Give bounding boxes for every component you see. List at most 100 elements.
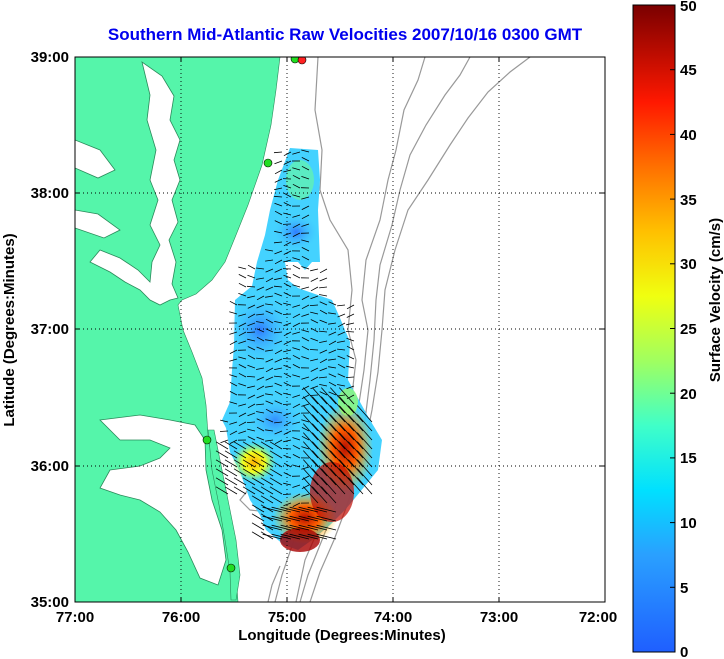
velocity-vector <box>303 441 319 459</box>
velocity-vector <box>316 506 337 513</box>
velocity-vector <box>283 382 292 387</box>
velocity-vector <box>246 331 256 333</box>
velocity-vector <box>337 331 346 336</box>
station-marker <box>263 158 273 168</box>
velocity-vector <box>303 405 319 423</box>
velocity-vector <box>289 524 310 531</box>
velocity-vector <box>292 364 301 369</box>
x-tick-label: 72:00 <box>579 609 617 626</box>
velocity-vector <box>238 274 247 279</box>
x-tick-label: 73:00 <box>480 609 518 626</box>
velocity-vector <box>292 403 301 409</box>
colorbar-tick-label: 10 <box>680 515 697 532</box>
velocity-vector <box>238 313 247 317</box>
station-marker <box>297 57 307 65</box>
velocity-vector <box>274 321 283 324</box>
velocity-vector <box>238 340 247 344</box>
velocity-vector <box>310 311 319 315</box>
velocity-vector <box>283 302 292 306</box>
velocity-vector <box>319 301 328 306</box>
velocity-vector <box>283 372 292 378</box>
velocity-vector <box>339 450 355 468</box>
velocity-vector <box>229 331 238 335</box>
velocity-vector <box>321 468 337 486</box>
velocity-vector <box>312 450 328 468</box>
velocity-vector <box>357 477 373 495</box>
velocity-vector <box>251 459 265 468</box>
map-plot-area <box>75 57 605 602</box>
velocity-vector <box>265 303 274 306</box>
velocity-vector <box>301 376 310 380</box>
velocity-vector <box>273 151 283 154</box>
velocity-vector <box>265 408 274 414</box>
velocity-vector <box>238 331 247 337</box>
velocity-vector <box>260 486 274 495</box>
velocity-vector <box>274 202 283 207</box>
velocity-vector <box>256 336 265 342</box>
velocity-vector <box>247 385 256 389</box>
velocity-vector <box>339 387 355 405</box>
velocity-vector <box>283 241 292 247</box>
velocity-vector <box>283 412 292 417</box>
velocity-vector <box>274 292 283 297</box>
velocity-vector <box>280 515 301 522</box>
velocity-vector <box>301 214 310 220</box>
colorbar-tick-label: 0 <box>680 644 688 659</box>
velocity-vector <box>242 459 256 468</box>
velocity-vector <box>256 403 265 406</box>
velocity-vector <box>312 396 328 414</box>
velocity-vector <box>292 454 301 459</box>
velocity-vector <box>269 495 283 504</box>
colorbar-tick-label: 45 <box>680 62 697 79</box>
x-tick-label: 74:00 <box>374 609 412 626</box>
grid-lines <box>75 57 605 602</box>
velocity-vector <box>233 450 247 459</box>
velocity-vector <box>256 328 265 333</box>
velocity-vector <box>283 472 292 477</box>
velocity-vector <box>301 255 310 261</box>
velocity-vector <box>262 533 283 540</box>
velocity-vector <box>271 533 292 540</box>
velocity-vector <box>312 414 328 432</box>
colorbar-tick-label: 25 <box>680 321 697 338</box>
velocity-vector <box>282 358 292 360</box>
y-axis: 39:00 38:00 37:00 36:00 35:00 Latitude (… <box>1 49 605 611</box>
velocity-vector <box>247 322 256 327</box>
velocity-vector <box>292 151 301 155</box>
velocity-vector <box>319 358 328 364</box>
velocity-vector <box>301 385 310 390</box>
velocity-vector <box>265 367 274 373</box>
velocity-vector <box>337 384 346 387</box>
velocity-vector <box>339 432 355 450</box>
velocity-vector <box>256 304 265 309</box>
velocity-vector <box>348 459 364 477</box>
velocity-vector <box>283 322 292 327</box>
velocity-vector <box>292 183 301 189</box>
velocity-vector <box>301 247 310 252</box>
velocity-vector <box>273 241 283 244</box>
colorbar-gradient <box>632 4 676 653</box>
velocity-vector <box>312 486 328 504</box>
velocity-vector <box>274 300 283 306</box>
velocity-vector <box>282 448 292 450</box>
velocity-vector <box>251 450 265 459</box>
velocity-vector <box>321 477 337 495</box>
velocity-vector <box>283 502 292 507</box>
velocity-vector <box>301 286 310 290</box>
velocity-vector <box>330 423 346 441</box>
velocity-vector <box>319 294 328 297</box>
velocity-vector <box>269 477 283 486</box>
velocity-vector <box>309 304 319 306</box>
velocity-vector <box>303 423 319 441</box>
velocity-vector <box>219 430 229 432</box>
velocity-vector <box>312 387 328 405</box>
velocity-vector <box>274 430 283 435</box>
velocity-vector <box>348 477 364 495</box>
velocity-vector <box>321 423 337 441</box>
velocity-vector <box>247 354 256 360</box>
velocity-vector <box>242 468 256 477</box>
velocity-vector <box>301 223 310 227</box>
velocity-vector <box>301 196 310 200</box>
velocity-vector <box>229 421 238 425</box>
